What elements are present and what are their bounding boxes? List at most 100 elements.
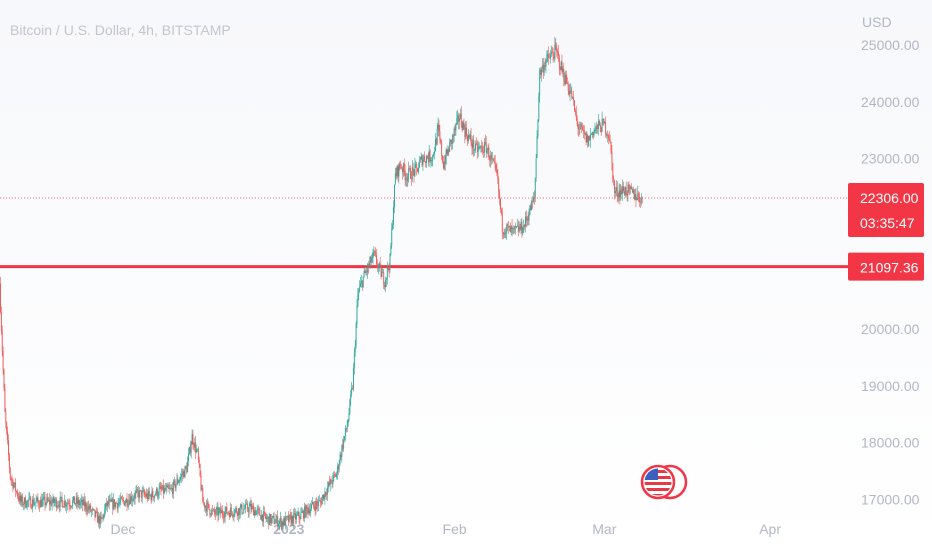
candle-body [195, 442, 196, 452]
candle-body [426, 156, 427, 163]
candle-body [462, 125, 463, 130]
candle-body [225, 511, 226, 517]
candle-body [273, 516, 274, 517]
candle-body [119, 503, 120, 504]
candle-body [209, 509, 210, 514]
candle-body [642, 198, 643, 199]
candle-body [252, 506, 253, 507]
candle-body [277, 516, 278, 526]
candle-body [45, 503, 46, 505]
candle-body [338, 466, 339, 470]
candle-body [107, 501, 108, 506]
candle-body [76, 498, 77, 504]
candle-body [72, 500, 73, 506]
candle-body [550, 55, 551, 59]
candle-body [402, 168, 403, 172]
candle-body [226, 507, 227, 513]
candle-body [137, 489, 138, 492]
candle-body [64, 501, 65, 507]
candle-body [49, 500, 50, 505]
candle-body [373, 251, 374, 252]
candle-body [136, 489, 137, 491]
candle-body [91, 511, 92, 512]
candle-body [150, 495, 151, 496]
candle-body [419, 162, 420, 168]
candle-body [307, 505, 308, 508]
candle-body [253, 506, 254, 515]
candle-body [11, 479, 12, 480]
candle-body [475, 143, 476, 150]
candle-body [138, 492, 139, 498]
candle-body [603, 119, 604, 120]
candle-body [466, 128, 467, 136]
candle-body [588, 136, 589, 146]
candle-body [546, 54, 547, 60]
candle-body [469, 135, 470, 137]
candle-body [443, 161, 444, 168]
candle-body [591, 134, 592, 135]
candle-body [22, 497, 23, 505]
candle-body [114, 499, 115, 507]
candle-body [638, 193, 639, 197]
y-tick-label: 23000.00 [861, 151, 920, 167]
candle-body [83, 499, 84, 505]
y-tick-label: 19000.00 [861, 378, 920, 394]
candle-body [558, 53, 559, 57]
us-flag-icon[interactable] [642, 466, 686, 498]
candle-body [471, 135, 472, 143]
candle-body [424, 156, 425, 161]
candle-body [221, 510, 222, 513]
candle-body [246, 504, 247, 505]
candle-body [377, 264, 378, 267]
candle-body [602, 119, 603, 132]
candle-body [212, 510, 213, 511]
candle-body [522, 232, 523, 233]
candle-body [520, 227, 521, 230]
candle-body [378, 266, 379, 268]
candle-body [181, 474, 182, 477]
candle-body [521, 222, 522, 233]
candle-body [349, 400, 350, 413]
candle-body [605, 122, 606, 134]
candle-body [497, 173, 498, 178]
candle-body [271, 518, 272, 523]
candle-body [349, 413, 350, 420]
candle-body [549, 58, 550, 59]
candle-body [71, 506, 72, 507]
candle-body [131, 496, 132, 501]
candle-body [496, 165, 497, 169]
candle-body [463, 122, 464, 130]
candle-body [147, 493, 148, 498]
candle-body [93, 509, 94, 510]
candle-body [423, 156, 424, 159]
candle-body [296, 515, 297, 520]
candle-body [12, 480, 13, 481]
candle-body [294, 513, 295, 514]
candle-body [141, 490, 142, 498]
candle-body [165, 488, 166, 490]
candle-body [553, 53, 554, 56]
candle-body [528, 219, 529, 221]
candle-body [244, 509, 245, 510]
candle-body [210, 514, 211, 515]
candle-body [594, 130, 595, 135]
candle-body [482, 146, 483, 152]
candle-body [552, 52, 553, 53]
candle-body [599, 121, 600, 125]
candle-body [463, 122, 464, 127]
candle-body [548, 54, 549, 57]
candle-body [15, 482, 16, 491]
candle-body [188, 454, 189, 462]
candle-body [418, 168, 419, 172]
candle-body [73, 496, 74, 500]
candle-body [283, 521, 284, 525]
candle-body [248, 510, 249, 513]
candle-body [198, 449, 199, 459]
candle-body [172, 488, 173, 494]
candle-body [320, 500, 321, 501]
candle-body [484, 142, 485, 153]
candle-body [205, 506, 206, 508]
candle-body [43, 498, 44, 500]
